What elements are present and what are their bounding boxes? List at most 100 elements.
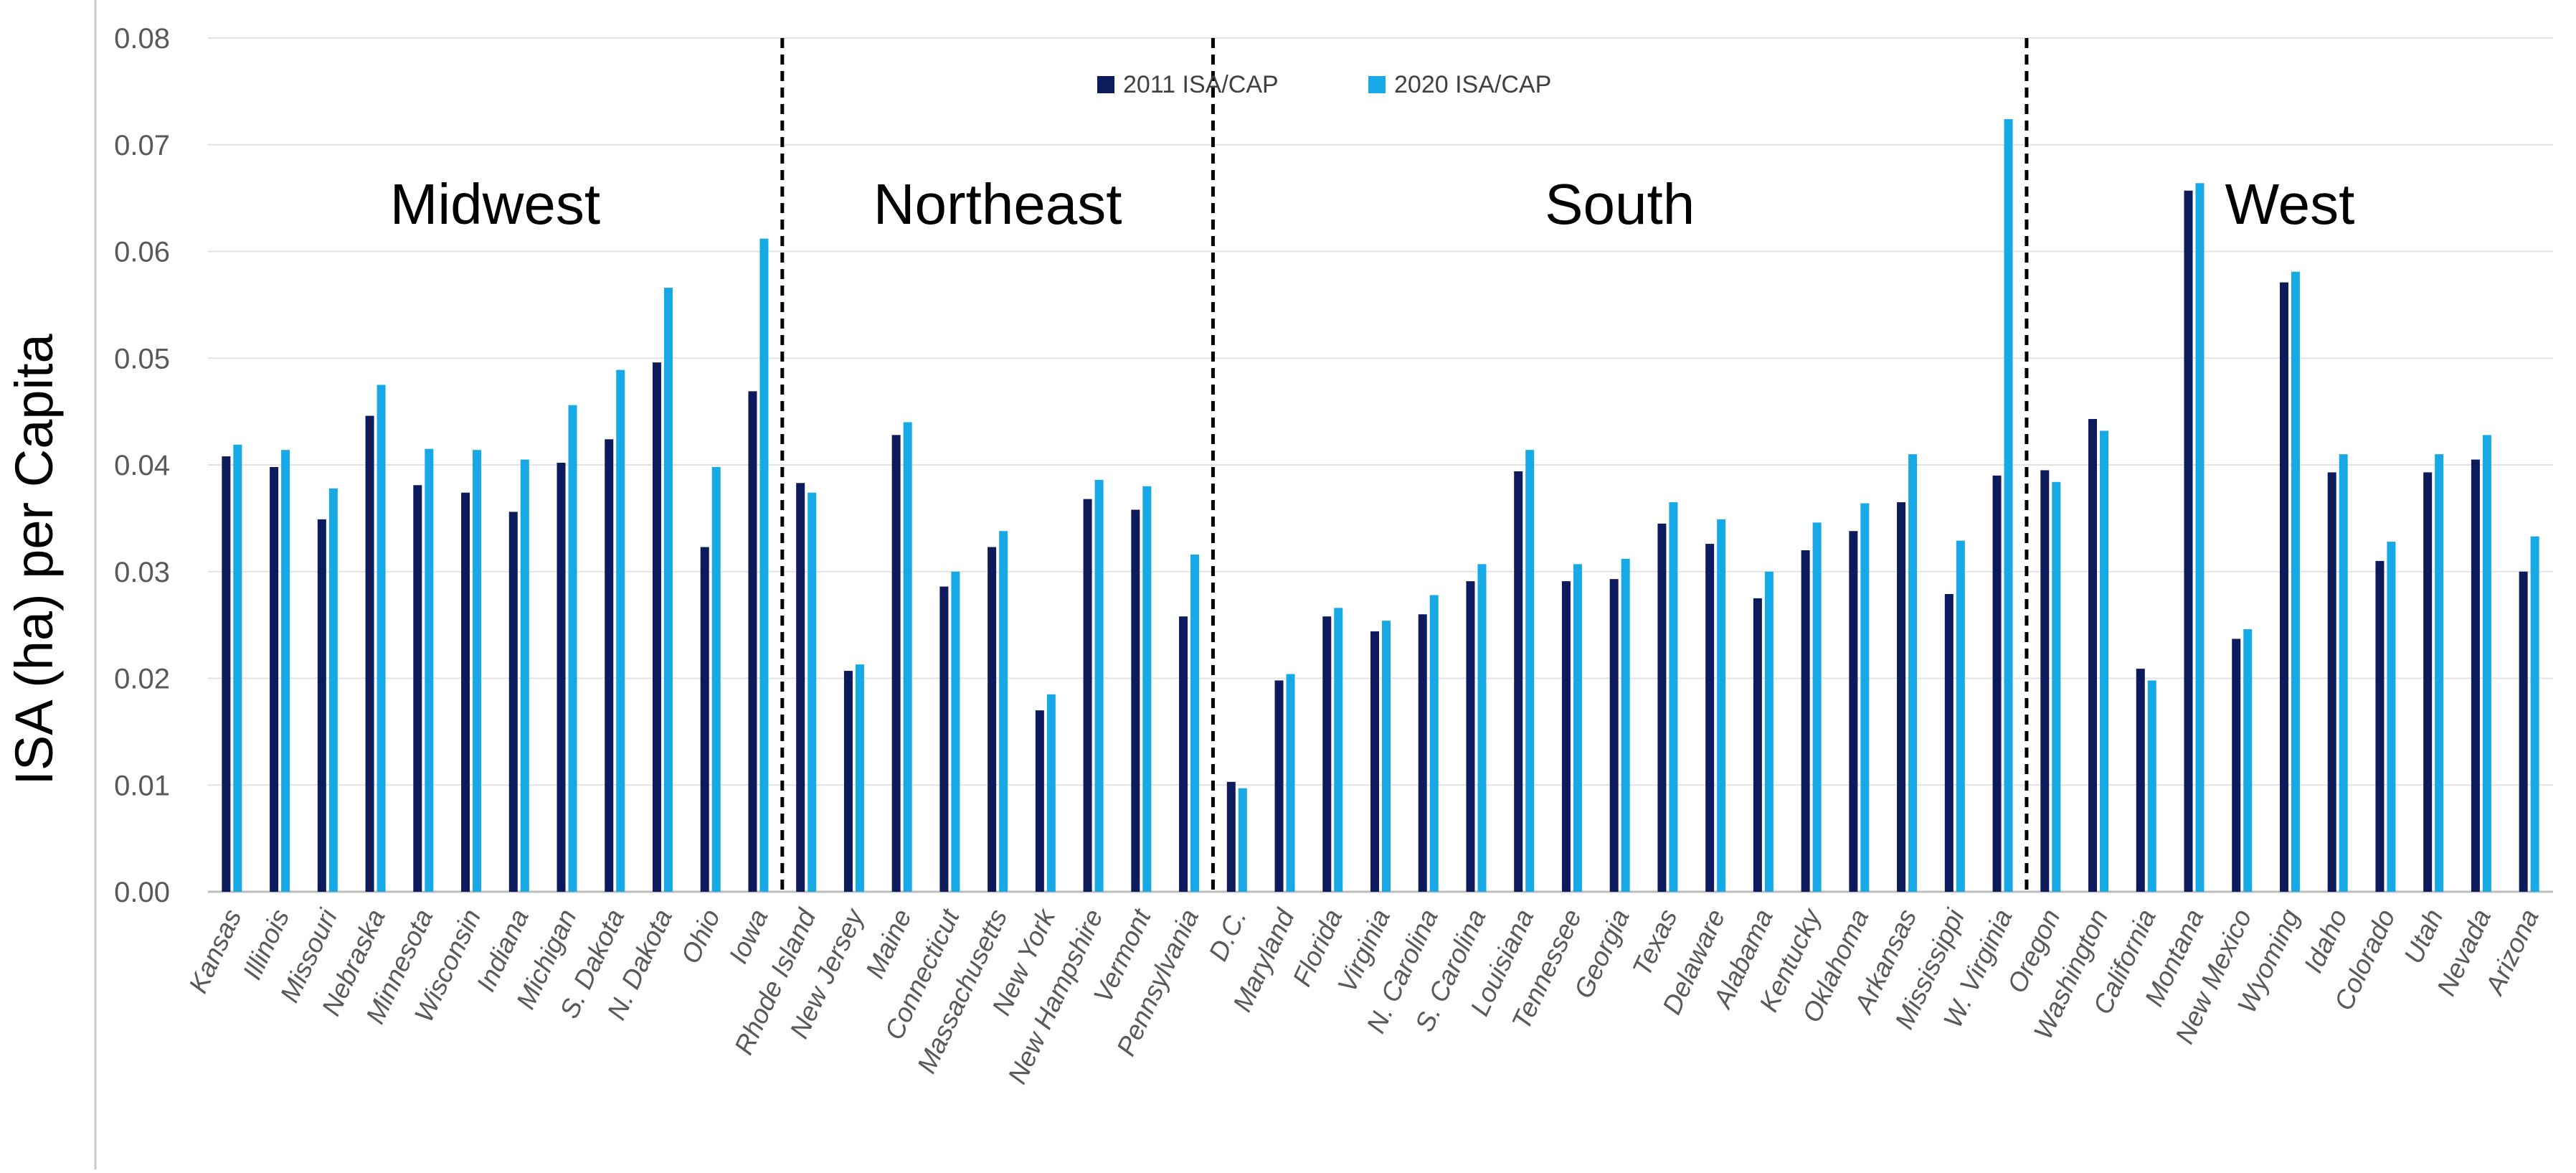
bar-2011-minnesota: [413, 485, 422, 892]
bar-2011-missouri: [317, 519, 326, 892]
bar-2011-n-dakota: [652, 362, 661, 892]
bar-2020-pennsylvania: [1190, 554, 1200, 892]
y-tick-labels: 0.00 0.01 0.02 0.03 0.04 0.05 0.06 0.07 0.08: [114, 23, 170, 908]
bar-2020-maine: [903, 422, 912, 892]
bar-2020-d-c-: [1238, 788, 1247, 892]
y-tick-label: 0.01: [114, 770, 170, 801]
bar-2020-oklahoma: [1860, 503, 1870, 892]
bar-2011-nevada: [2471, 459, 2480, 892]
bar-2011-wyoming: [2279, 282, 2288, 892]
y-tick-label: 0.05: [114, 343, 170, 374]
bar-2020-louisiana: [1525, 450, 1535, 892]
bar-2020-new-hampshire: [1094, 479, 1104, 892]
bar-2011-maine: [891, 435, 901, 892]
bar-2011-alabama: [1753, 598, 1762, 892]
legend-swatch-2020: [1368, 76, 1386, 93]
bar-2011-virginia: [1370, 631, 1379, 892]
bar-2011-utah: [2423, 472, 2433, 892]
bar-2020-s-dakota: [616, 369, 625, 892]
bar-2011-nebraska: [365, 415, 374, 892]
bar-2011-arkansas: [1897, 502, 1906, 892]
bar-2020-rhode-island: [808, 492, 817, 892]
bar-2011-michigan: [557, 463, 566, 892]
bar-2011-texas: [1657, 523, 1667, 892]
bar-2020-florida: [1334, 608, 1343, 892]
bar-2011-mississippi: [1944, 593, 1954, 892]
region-label-west: West: [2225, 172, 2355, 236]
bar-2020-washington: [2100, 430, 2109, 892]
bar-2020-iowa: [759, 238, 769, 892]
region-label-south: South: [1545, 172, 1695, 236]
bar-2011-rhode-island: [796, 483, 805, 892]
bar-2020-california: [2147, 680, 2156, 892]
bar-2020-n-carolina: [1429, 595, 1439, 892]
y-tick-label: 0.08: [114, 23, 170, 55]
bar-2020-michigan: [568, 405, 577, 892]
region-label-midwest: Midwest: [390, 172, 600, 236]
bar-2011-washington: [2088, 419, 2098, 892]
bar-2020-s-carolina: [1477, 564, 1487, 892]
y-tick-label: 0.04: [114, 450, 170, 481]
bar-2011-vermont: [1131, 509, 1140, 892]
region-labels: Midwest Northeast South West: [390, 172, 2355, 236]
y-tick-label: 0.06: [114, 237, 170, 268]
bar-2020-w-virginia: [2004, 119, 2013, 892]
bar-2020-georgia: [1621, 558, 1630, 892]
bar-2020-connecticut: [951, 571, 960, 892]
bar-2011-illinois: [270, 466, 279, 892]
bar-2011-california: [2136, 669, 2145, 892]
bar-2011-idaho: [2327, 472, 2336, 892]
bar-2020-new-mexico: [2243, 629, 2253, 892]
bar-2020-n-dakota: [663, 288, 673, 892]
bar-2011-tennessee: [1561, 581, 1571, 892]
bar-2011-florida: [1322, 616, 1332, 892]
bar-2011-new-jersey: [843, 671, 853, 892]
bar-2011-pennsylvania: [1179, 616, 1188, 892]
bar-2011-w-virginia: [1992, 475, 2002, 892]
bar-2020-mississippi: [1956, 540, 1965, 892]
x-tick-label: Utah: [2398, 905, 2448, 968]
bar-2011-colorado: [2375, 560, 2385, 892]
legend-label-2011: 2011 ISA/CAP: [1123, 71, 1279, 98]
legend-swatch-2011: [1097, 76, 1114, 93]
bar-2011-massachusetts: [988, 547, 997, 892]
bar-2020-texas: [1669, 502, 1678, 892]
bar-2011-oklahoma: [1849, 531, 1858, 892]
bar-2011-new-york: [1035, 710, 1044, 892]
bar-2020-oregon: [2052, 481, 2061, 892]
bar-2011-s-dakota: [605, 439, 614, 892]
bar-2011-kentucky: [1801, 550, 1810, 892]
bar-2020-illinois: [281, 450, 290, 892]
bar-2011-wisconsin: [461, 492, 470, 892]
bar-2011-iowa: [748, 391, 757, 892]
bar-2011-indiana: [508, 512, 518, 892]
bar-2020-massachusetts: [999, 531, 1008, 892]
bar-2020-kansas: [233, 444, 242, 892]
bar-2020-utah: [2435, 454, 2444, 892]
bar-2020-new-york: [1046, 694, 1056, 892]
x-tick-labels: KansasIllinoisMissouriNebraskaMinnesotaW…: [183, 903, 2544, 1088]
bar-2020-colorado: [2387, 542, 2396, 892]
bar-2011-new-mexico: [2232, 639, 2241, 892]
region-label-northeast: Northeast: [873, 172, 1122, 236]
bar-2020-arizona: [2530, 536, 2539, 892]
x-tick-label: Iowa: [724, 905, 774, 968]
bar-2020-nebraska: [377, 385, 386, 892]
bar-2011-ohio: [700, 547, 709, 892]
x-tick-label: Kansas: [183, 905, 247, 997]
bar-2020-maryland: [1286, 674, 1295, 892]
bar-2020-missouri: [328, 488, 338, 892]
bar-2020-arkansas: [1908, 454, 1918, 892]
y-tick-label: 0.07: [114, 130, 170, 161]
bar-2020-idaho: [2339, 454, 2348, 892]
y-axis-title: ISA (ha) per Capita: [4, 333, 64, 785]
bar-2020-wisconsin: [473, 450, 482, 892]
bar-2011-oregon: [2040, 470, 2050, 892]
y-tick-label: 0.00: [114, 877, 170, 908]
bar-2011-n-carolina: [1418, 614, 1427, 892]
bar-2020-vermont: [1142, 486, 1152, 892]
y-tick-label: 0.02: [114, 664, 170, 695]
bar-2020-virginia: [1382, 621, 1391, 892]
x-tick-label: D.C.: [1203, 905, 1252, 965]
